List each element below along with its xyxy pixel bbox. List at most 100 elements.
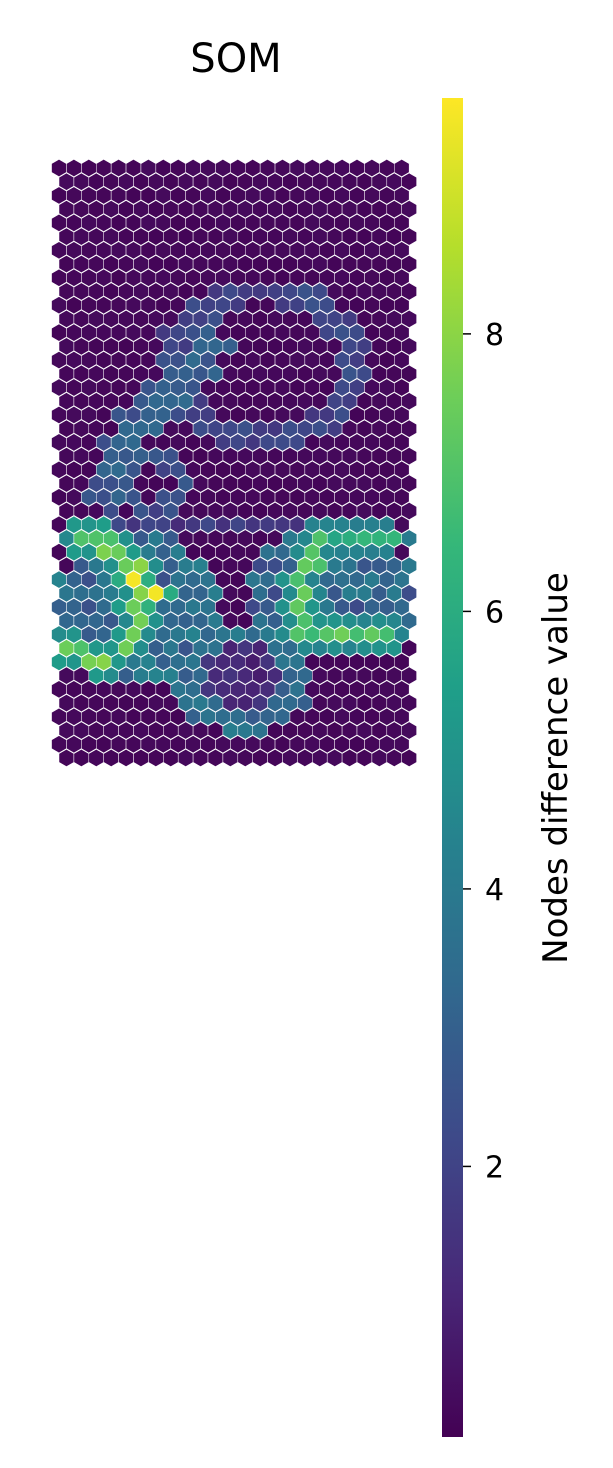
som-node — [170, 378, 186, 397]
som-node — [319, 653, 335, 671]
som-node — [222, 502, 239, 520]
som-node — [401, 255, 417, 273]
som-node — [200, 680, 216, 699]
som-node — [110, 707, 127, 726]
som-node — [252, 419, 268, 438]
som-node — [245, 460, 261, 479]
som-node — [349, 680, 365, 699]
som-node — [319, 296, 335, 315]
som-node — [394, 351, 410, 369]
som-node — [394, 488, 410, 507]
som-node — [237, 474, 253, 493]
som-node — [118, 310, 134, 328]
som-node — [185, 570, 201, 589]
som-node — [289, 406, 306, 424]
som-node — [364, 460, 380, 479]
som-node — [282, 529, 298, 548]
som-node — [133, 474, 149, 493]
som-node — [58, 227, 75, 246]
som-node — [133, 611, 149, 630]
som-node — [230, 625, 246, 644]
som-node — [237, 337, 253, 356]
som-node — [103, 611, 119, 630]
som-node — [394, 241, 410, 260]
som-node — [51, 707, 67, 726]
som-node — [148, 529, 164, 548]
som-node — [125, 653, 142, 671]
som-node — [245, 570, 261, 589]
som-node — [237, 419, 253, 438]
som-node — [58, 392, 75, 411]
som-node — [81, 323, 97, 342]
som-node — [341, 666, 358, 685]
som-node — [133, 584, 149, 603]
som-node — [394, 406, 410, 424]
som-node — [379, 351, 395, 369]
som-node — [118, 419, 134, 438]
som-node — [148, 639, 164, 658]
som-node — [215, 351, 231, 369]
som-node — [207, 584, 224, 603]
som-node — [96, 680, 112, 699]
som-node — [81, 159, 97, 177]
som-node — [200, 598, 216, 616]
som-node — [215, 570, 231, 589]
som-node — [125, 460, 142, 479]
som-node — [163, 419, 179, 438]
som-node — [192, 255, 209, 273]
som-node — [401, 447, 417, 466]
som-node — [110, 268, 127, 287]
som-node — [110, 653, 127, 671]
som-node — [177, 227, 194, 246]
som-node — [364, 598, 380, 616]
som-node — [200, 378, 216, 397]
som-node — [200, 296, 216, 315]
som-node — [341, 502, 358, 520]
som-node — [297, 310, 313, 328]
som-node — [304, 213, 320, 232]
som-node — [267, 392, 283, 411]
som-node — [58, 200, 75, 219]
som-node — [192, 447, 209, 466]
som-node — [282, 666, 298, 685]
som-node — [103, 255, 119, 273]
som-node — [379, 515, 395, 534]
som-node — [222, 556, 239, 575]
som-node — [371, 172, 388, 191]
som-node — [66, 625, 82, 644]
som-node — [51, 680, 67, 699]
som-node — [215, 406, 231, 424]
som-node — [207, 749, 224, 767]
som-node — [289, 460, 306, 479]
som-node — [326, 282, 343, 301]
som-node — [304, 735, 320, 754]
som-node — [163, 721, 179, 740]
som-node — [326, 584, 343, 603]
som-node — [371, 337, 388, 356]
som-node — [73, 364, 90, 383]
som-node — [148, 337, 164, 356]
som-node — [312, 749, 328, 767]
som-node — [207, 310, 224, 328]
som-node — [58, 556, 75, 575]
som-node — [312, 227, 328, 246]
som-node — [349, 707, 365, 726]
som-node — [274, 351, 291, 369]
som-node — [155, 680, 171, 699]
som-node — [341, 200, 358, 219]
som-node — [73, 694, 90, 712]
som-node — [200, 213, 216, 232]
som-node — [58, 172, 75, 191]
som-node — [96, 598, 112, 616]
som-node — [170, 186, 186, 205]
som-node — [394, 159, 410, 177]
som-node — [155, 735, 171, 754]
som-node — [252, 310, 268, 328]
som-node — [192, 694, 209, 712]
som-node — [125, 543, 142, 562]
som-node — [319, 186, 335, 205]
som-node — [125, 598, 142, 616]
som-node — [297, 200, 313, 219]
som-node — [118, 749, 134, 767]
som-node — [118, 364, 134, 383]
